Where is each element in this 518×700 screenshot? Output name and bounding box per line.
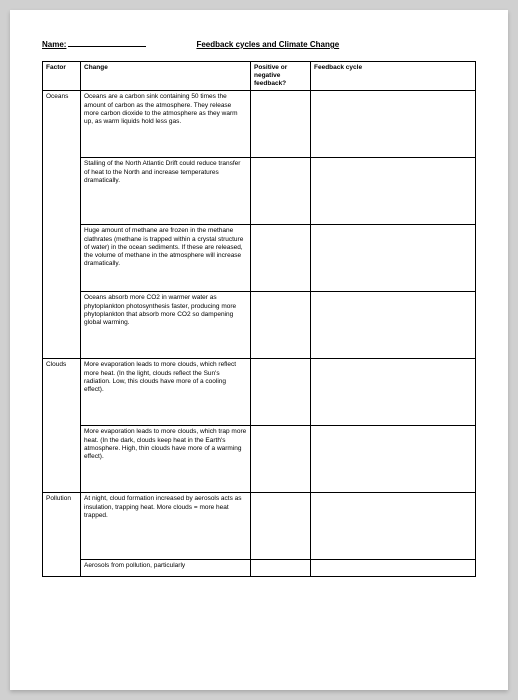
cell-cycle [311, 158, 476, 225]
feedback-table: Factor Change Positive or negative feedb… [42, 61, 476, 577]
table-row: Oceans absorb more CO2 in warmer water a… [43, 292, 476, 359]
header: Name: Feedback cycles and Climate Change [42, 40, 476, 49]
cell-cycle [311, 292, 476, 359]
cell-cycle [311, 560, 476, 577]
cell-change: More evaporation leads to more clouds, w… [81, 359, 251, 426]
col-cycle: Feedback cycle [311, 62, 476, 91]
table-row: Clouds More evaporation leads to more cl… [43, 359, 476, 426]
col-factor: Factor [43, 62, 81, 91]
page-title: Feedback cycles and Climate Change [196, 40, 339, 49]
cell-change: Aerosols from pollution, particularly [81, 560, 251, 577]
col-posneg: Positive or negative feedback? [251, 62, 311, 91]
cell-posneg [251, 493, 311, 560]
cell-cycle [311, 91, 476, 158]
name-label: Name: [42, 40, 146, 49]
cell-change: Oceans are a carbon sink containing 50 t… [81, 91, 251, 158]
cell-cycle [311, 225, 476, 292]
cell-change: Stalling of the North Atlantic Drift cou… [81, 158, 251, 225]
name-text: Name: [42, 40, 66, 49]
cell-cycle [311, 426, 476, 493]
col-change: Change [81, 62, 251, 91]
name-blank [68, 46, 146, 47]
table-row: Aerosols from pollution, particularly [43, 560, 476, 577]
cell-change: At night, cloud formation increased by a… [81, 493, 251, 560]
cell-change: Oceans absorb more CO2 in warmer water a… [81, 292, 251, 359]
table-row: Oceans Oceans are a carbon sink containi… [43, 91, 476, 158]
cell-factor: Pollution [43, 493, 81, 577]
cell-cycle [311, 493, 476, 560]
table-row: Stalling of the North Atlantic Drift cou… [43, 158, 476, 225]
cell-posneg [251, 292, 311, 359]
cell-posneg [251, 359, 311, 426]
cell-cycle [311, 359, 476, 426]
cell-posneg [251, 225, 311, 292]
worksheet-page: Name: Feedback cycles and Climate Change… [10, 10, 508, 690]
table-body: Oceans Oceans are a carbon sink containi… [43, 91, 476, 577]
table-header-row: Factor Change Positive or negative feedb… [43, 62, 476, 91]
cell-posneg [251, 158, 311, 225]
cell-posneg [251, 426, 311, 493]
table-row: More evaporation leads to more clouds, w… [43, 426, 476, 493]
cell-posneg [251, 91, 311, 158]
table-row: Pollution At night, cloud formation incr… [43, 493, 476, 560]
cell-change: More evaporation leads to more clouds, w… [81, 426, 251, 493]
cell-change: Huge amount of methane are frozen in the… [81, 225, 251, 292]
cell-posneg [251, 560, 311, 577]
cell-factor: Clouds [43, 359, 81, 493]
cell-factor: Oceans [43, 91, 81, 359]
table-row: Huge amount of methane are frozen in the… [43, 225, 476, 292]
